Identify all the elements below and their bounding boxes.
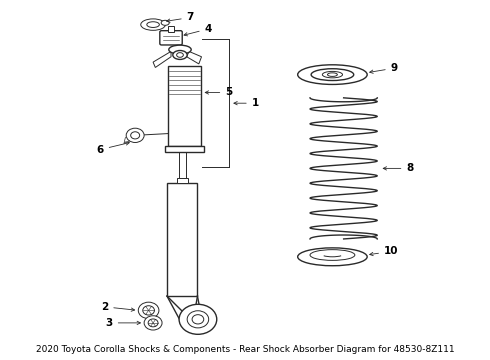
Bar: [169, 66, 200, 146]
Circle shape: [179, 304, 217, 334]
Bar: [179, 153, 186, 178]
Ellipse shape: [173, 50, 187, 59]
Text: 2: 2: [101, 302, 135, 312]
Circle shape: [143, 306, 154, 315]
Circle shape: [126, 128, 144, 143]
FancyBboxPatch shape: [160, 31, 182, 45]
Ellipse shape: [327, 73, 337, 76]
Text: 1: 1: [234, 98, 259, 108]
Ellipse shape: [161, 20, 169, 25]
Text: 5: 5: [205, 87, 233, 98]
Circle shape: [192, 315, 204, 324]
Bar: [165, 146, 204, 153]
Text: 8: 8: [383, 163, 414, 174]
Ellipse shape: [141, 19, 166, 30]
Ellipse shape: [311, 69, 354, 81]
Text: 3: 3: [105, 318, 141, 328]
Ellipse shape: [298, 248, 367, 266]
Ellipse shape: [322, 71, 343, 78]
Bar: [177, 178, 188, 183]
Text: 2020 Toyota Corolla Shocks & Components - Rear Shock Absorber Diagram for 48530-: 2020 Toyota Corolla Shocks & Components …: [36, 345, 454, 354]
Polygon shape: [187, 51, 201, 64]
Circle shape: [144, 316, 162, 330]
Ellipse shape: [169, 45, 191, 54]
Text: 6: 6: [97, 142, 129, 155]
Circle shape: [148, 319, 158, 327]
Ellipse shape: [147, 22, 159, 27]
Text: 7: 7: [167, 13, 194, 22]
Circle shape: [131, 132, 140, 139]
Ellipse shape: [310, 249, 355, 260]
Text: 4: 4: [184, 24, 212, 36]
Polygon shape: [153, 51, 171, 67]
Text: 9: 9: [370, 63, 398, 73]
Ellipse shape: [298, 65, 367, 85]
Circle shape: [138, 302, 159, 319]
Bar: [169, 26, 174, 32]
Circle shape: [187, 311, 209, 328]
Ellipse shape: [176, 53, 183, 57]
Bar: [167, 183, 197, 296]
Text: 10: 10: [370, 247, 398, 256]
